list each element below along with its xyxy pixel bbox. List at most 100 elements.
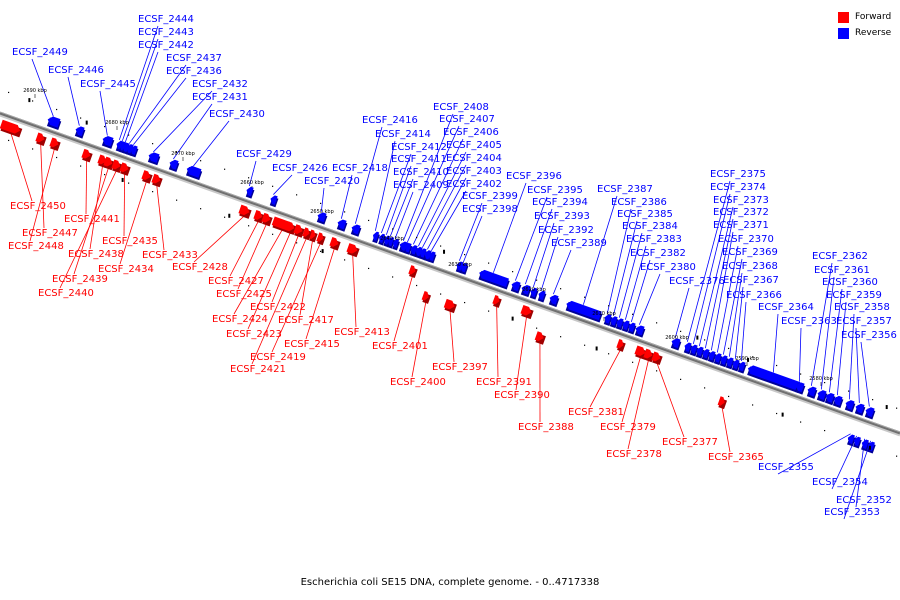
reverse-gene [627, 322, 637, 335]
reverse-gene-connector [710, 231, 734, 351]
reverse-gene-label: ECSF_2371 [713, 220, 769, 231]
reverse-gene-connector [426, 177, 467, 250]
forward-gene-label: ECSF_2424 [212, 314, 268, 325]
reverse-gene [707, 351, 717, 363]
reverse-gene-connector [552, 249, 572, 295]
forward-gene-label: ECSF_2388 [518, 422, 574, 433]
forward-gene-label: ECSF_2423 [226, 329, 282, 340]
reverse-gene-connector [582, 195, 618, 305]
reverse-gene [615, 318, 625, 331]
reverse-gene-connector [421, 164, 467, 248]
reverse-gene-label: ECSF_2360 [822, 277, 878, 288]
feature-marker [228, 213, 231, 218]
reverse-gene [46, 116, 62, 130]
reverse-gene-connector [698, 206, 734, 347]
reverse-gene-label: ECSF_2361 [814, 265, 870, 276]
forward-gene-connector [352, 253, 357, 328]
forward-gene-label: ECSF_2447 [22, 228, 78, 239]
reverse-gene-label: ECSF_2372 [713, 207, 769, 218]
reverse-gene-connector [734, 286, 744, 359]
reverse-gene-label: ECSF_2416 [362, 115, 418, 126]
reverse-gene-label: ECSF_2359 [826, 290, 882, 301]
forward-gene-label: ECSF_2397 [432, 362, 488, 373]
legend-item-forward: Forward [838, 9, 891, 25]
reverse-gene-label: ECSF_2409 [393, 180, 449, 191]
reverse-gene-label: ECSF_2375 [710, 169, 766, 180]
reverse-gene-connector [431, 190, 467, 251]
reverse-gene-label: ECSF_2431 [192, 92, 248, 103]
forward-gene-connector [271, 242, 322, 353]
reverse-gene [854, 403, 866, 416]
forward-gene-connector [621, 356, 642, 423]
forward-gene-connector [393, 275, 414, 342]
forward-gene-connector [229, 220, 260, 277]
reverse-gene-label: ECSF_2398 [462, 204, 518, 215]
axis-tick-label: 2590 kbp [735, 356, 759, 362]
reverse-gene [387, 236, 395, 249]
reverse-gene-label: ECSF_2367 [723, 275, 779, 286]
reverse-gene-label: ECSF_2432 [192, 79, 248, 90]
reverse-gene-label: ECSF_2420 [304, 176, 360, 187]
reverse-gene-label: ECSF_2410 [393, 167, 449, 178]
reverse-gene [737, 361, 747, 374]
forward-gene-label: ECSF_2440 [38, 288, 94, 299]
reverse-gene [403, 242, 413, 255]
reverse-gene-connector [772, 313, 779, 373]
reverse-gene-label: ECSF_2426 [272, 163, 328, 174]
reverse-gene-connector [740, 301, 747, 362]
reverse-gene-label: ECSF_2446 [48, 65, 104, 76]
forward-gene [302, 227, 312, 241]
reverse-gene-label: ECSF_2406 [443, 127, 499, 138]
reverse-gene-connector [320, 187, 325, 212]
reverse-gene-connector [389, 178, 414, 237]
axis-tick-label: 2690 kbp [23, 88, 47, 94]
forward-gene [421, 291, 432, 304]
reverse-gene [824, 393, 836, 406]
reverse-gene-connector [716, 245, 739, 353]
reverse-gene-connector [173, 103, 213, 160]
reverse-gene-label: ECSF_2355 [758, 462, 814, 473]
reverse-gene-connector [692, 193, 731, 345]
reverse-gene-connector [124, 51, 159, 143]
reverse-gene [510, 281, 522, 294]
reverse-gene-connector [273, 174, 293, 195]
forward-gene-connector [237, 223, 268, 290]
reverse-gene-label: ECSF_2442 [138, 40, 194, 51]
reverse-gene-connector [374, 140, 396, 231]
forward-gene-connector [721, 406, 731, 453]
forward-gene [408, 265, 418, 278]
reverse-swatch [838, 27, 849, 39]
reverse-gene-label: ECSF_2376 [669, 276, 725, 287]
reverse-gene-label: ECSF_2366 [726, 290, 782, 301]
reverse-gene-connector [380, 153, 412, 234]
forward-gene-connector [251, 237, 308, 365]
reverse-gene [520, 284, 532, 298]
reverse-gene-label: ECSF_2445 [80, 79, 136, 90]
reverse-gene-label: ECSF_2389 [551, 238, 607, 249]
reverse-gene-connector [402, 113, 454, 241]
reverse-gene-label: ECSF_2437 [166, 53, 222, 64]
reverse-gene-connector [99, 90, 108, 136]
feature-marker [443, 249, 446, 254]
forward-gene [81, 148, 93, 163]
forward-gene [35, 132, 47, 147]
forward-gene-label: ECSF_2428 [172, 262, 228, 273]
reverse-gene-label: ECSF_2374 [710, 182, 766, 193]
forward-gene-label: ECSF_2415 [284, 339, 340, 350]
reverse-gene [847, 434, 856, 447]
forward-gene-label: ECSF_2421 [230, 364, 286, 375]
reverse-gene-connector [354, 126, 383, 224]
reverse-gene [350, 224, 362, 237]
reverse-gene [670, 338, 682, 351]
forward-gene-connector [29, 147, 56, 242]
forward-gene [261, 212, 273, 227]
reverse-gene [731, 359, 741, 372]
reverse-gene-label: ECSF_2357 [836, 316, 892, 327]
forward-gene-label: ECSF_2391 [476, 377, 532, 388]
forward-gene [238, 204, 252, 219]
feature-marker [321, 249, 324, 254]
reverse-gene-label: ECSF_2352 [836, 495, 892, 506]
reverse-gene [832, 395, 844, 409]
reverse-gene-connector [630, 259, 651, 322]
